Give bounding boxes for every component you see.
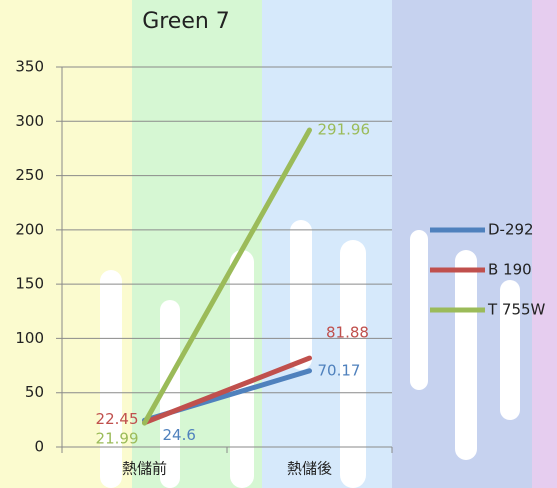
data-label: 22.45 <box>96 410 139 428</box>
legend-label: T 755W <box>487 301 546 319</box>
y-tick-label: 0 <box>34 438 44 456</box>
legend-label: B 190 <box>488 261 532 279</box>
data-label: 24.6 <box>163 426 196 444</box>
y-tick-label: 300 <box>15 112 44 130</box>
legend-label: D-292 <box>488 221 534 239</box>
y-tick-label: 50 <box>25 383 44 401</box>
x-tick-label: 熱儲後 <box>287 460 332 478</box>
data-label: 21.99 <box>96 430 139 448</box>
line-series <box>142 127 312 426</box>
y-tick-label: 150 <box>15 275 44 293</box>
y-tick-label: 200 <box>15 220 44 238</box>
chart-title: Green 7 <box>142 9 230 34</box>
line-series <box>142 355 312 426</box>
x-tick-label: 熱儲前 <box>122 460 167 478</box>
data-label: 81.88 <box>326 324 369 342</box>
y-tick-label: 350 <box>15 58 44 76</box>
data-label: 291.96 <box>318 121 371 139</box>
y-tick-label: 250 <box>15 166 44 184</box>
data-label: 70.17 <box>318 361 361 379</box>
y-tick-label: 100 <box>15 329 44 347</box>
